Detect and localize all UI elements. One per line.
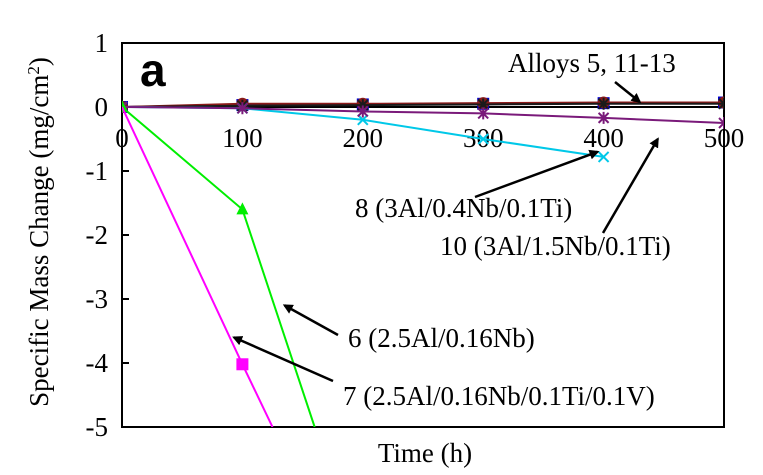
annotation-2: 8 (3Al/0.4Nb/0.1Ti) <box>355 149 600 223</box>
annotation-5: 7 (2.5Al/0.16Nb/0.1Ti/0.1V) <box>232 336 655 411</box>
y-axis-title-close: ) <box>24 57 54 66</box>
series-6 <box>122 100 316 427</box>
series-line <box>122 101 724 108</box>
annotation-3: 10 (3Al/1.5Nb/0.1Ti) <box>440 137 671 261</box>
y-tick-label: 0 <box>95 92 109 122</box>
annotation-1: Alloys 5, 11-13 <box>508 48 676 104</box>
annotations-group: Alloys 5, 11-13 8 (3Al/0.4Nb/0.1Ti) 10 (3A… <box>232 48 676 411</box>
annotation-label: 7 (2.5Al/0.16Nb/0.1Ti/0.1V) <box>343 381 655 411</box>
y-axis-title: Specific Mass Change (mg/cm2) <box>24 57 55 407</box>
annotation-label: 6 (2.5Al/0.16Nb) <box>348 323 535 353</box>
y-axis-title-main: Specific Mass Change (mg/cm <box>24 75 54 407</box>
data-point-star <box>597 97 610 110</box>
panel-label: a <box>140 44 166 96</box>
data-point-star <box>597 111 610 124</box>
data-point-star <box>477 107 489 120</box>
y-tick-label: -4 <box>86 348 109 378</box>
series-line <box>122 106 724 124</box>
series-group <box>122 96 724 427</box>
data-point-x <box>597 151 610 163</box>
data-point-star <box>718 97 724 110</box>
y-tick-label: -2 <box>86 220 109 250</box>
annotation-arrow <box>232 336 334 383</box>
annotation-label: Alloys 5, 11-13 <box>508 48 676 78</box>
annotation-arrow <box>282 304 339 337</box>
data-point-star <box>357 105 369 118</box>
y-tick-label: -1 <box>86 156 109 186</box>
annotation-4: 6 (2.5Al/0.16Nb) <box>282 304 535 353</box>
x-tick-label: 100 <box>222 123 263 153</box>
y-tick-label: -5 <box>86 412 109 442</box>
data-point-square <box>236 358 249 371</box>
annotation-arrow <box>474 149 600 199</box>
x-axis-title: Time (h) <box>378 438 472 468</box>
annotation-label: 10 (3Al/1.5Nb/0.1Ti) <box>440 231 671 261</box>
data-point-star <box>236 102 249 115</box>
series-line <box>122 106 316 427</box>
annotation-label: 8 (3Al/0.4Nb/0.1Ti) <box>355 193 572 223</box>
data-point-triangle <box>236 202 249 215</box>
annotation-arrow <box>614 81 642 104</box>
series-line <box>122 106 274 427</box>
series-7 <box>122 106 274 427</box>
data-point-x <box>357 114 369 126</box>
series-line <box>122 102 724 108</box>
x-tick-label: 400 <box>583 123 624 153</box>
annotation-arrow <box>601 137 659 234</box>
y-tick-label: 1 <box>95 28 109 58</box>
y-axis-title-superscript: 2 <box>24 66 43 75</box>
x-tick-label: 0 <box>115 123 129 153</box>
y-tick-label: -3 <box>86 284 109 314</box>
data-point-star <box>718 117 724 129</box>
data-point-x <box>477 133 489 145</box>
x-tick-label: 200 <box>343 123 384 153</box>
